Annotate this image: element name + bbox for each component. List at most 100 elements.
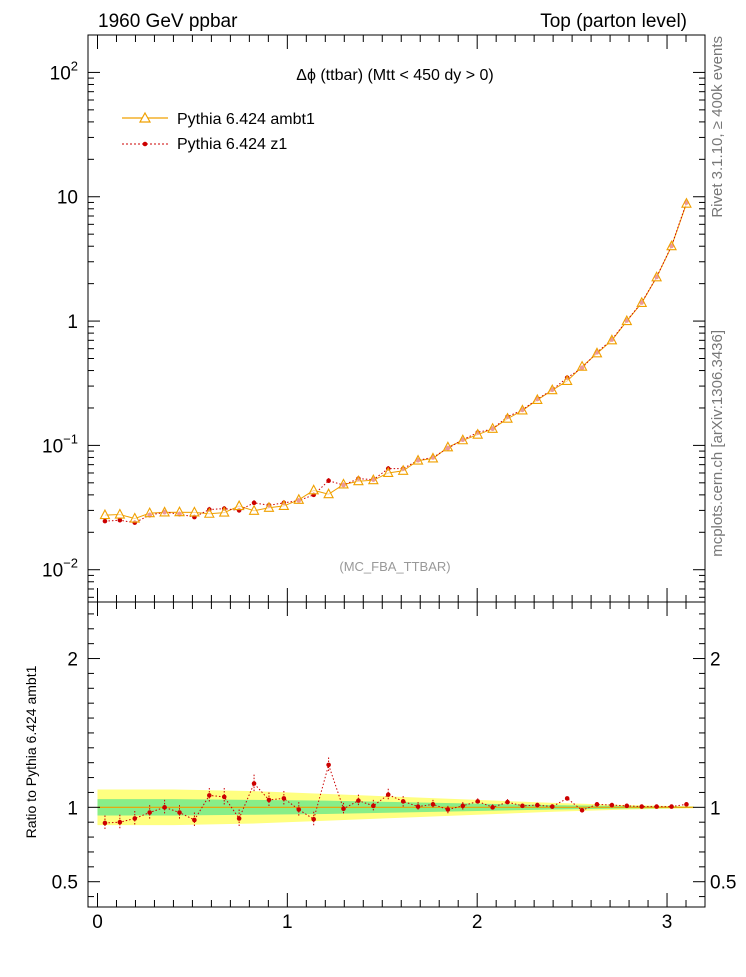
data-point-ambt1 [188, 506, 200, 517]
ratio-point-z1 [385, 792, 391, 797]
ratio-point-z1 [326, 762, 331, 768]
data-point-ambt1 [472, 428, 484, 439]
data-point-z1 [326, 478, 331, 484]
ratio-point-z1 [535, 802, 540, 808]
data-point-ambt1 [144, 506, 156, 518]
ratio-point-z1 [132, 816, 138, 821]
ratio-point-z1 [520, 803, 525, 809]
data-point-ambt1 [338, 478, 349, 489]
data-point-ambt1 [651, 271, 663, 282]
ratio-point-z1 [356, 798, 361, 803]
data-point-ambt1 [546, 384, 558, 395]
data-point-ambt1 [591, 347, 603, 358]
data-point-ambt1 [442, 441, 454, 452]
main-title: Δϕ (ttbar) (Mtt < 450 dy > 0) [296, 67, 494, 84]
watermark: (MC_FBA_TTBAR) [339, 559, 450, 574]
data-point-ambt1 [487, 422, 499, 433]
ratio-point-z1 [639, 804, 645, 809]
ratio-point-z1 [236, 816, 242, 821]
ratio-y-tick-label: 2 [67, 650, 78, 671]
data-point-ambt1 [159, 506, 170, 517]
data-point-ambt1 [293, 493, 305, 504]
data-point-ambt1 [248, 504, 260, 515]
ratio-point-z1 [684, 802, 689, 807]
main-panel: 10−2 10−1 1 10 102 Δϕ (ttbar) (Mtt < 450 dy … [42, 34, 706, 603]
ratio-point-z1 [147, 810, 152, 815]
ratio-point-z1 [251, 781, 257, 786]
data-point-ambt1 [561, 374, 573, 385]
y-tick-label: 102 [50, 58, 78, 84]
data-point-ambt1 [412, 454, 424, 465]
ratio-point-z1 [102, 820, 108, 826]
data-point-ambt1 [129, 512, 141, 523]
data-point-z1 [117, 517, 123, 523]
data-point-ambt1 [174, 506, 185, 517]
data-point-ambt1 [531, 393, 543, 405]
ratio-point-z1 [117, 819, 123, 825]
data-point-ambt1 [621, 314, 633, 326]
ratio-ylabel: Ratio to Pythia 6.424 ambt1 [23, 665, 39, 838]
y-tick-label: 10−2 [42, 556, 78, 582]
ratio-point-z1 [654, 804, 659, 809]
data-point-ambt1 [353, 475, 364, 486]
ratio-point-z1 [669, 804, 674, 809]
data-point-ambt1 [99, 508, 111, 520]
ratio-point-z1 [221, 794, 227, 800]
data-point-ambt1 [427, 452, 439, 463]
x-tick-label: 3 [662, 912, 673, 933]
data-point-ambt1 [681, 197, 692, 208]
data-point-ambt1 [457, 434, 469, 445]
data-point-ambt1 [233, 499, 245, 511]
ratio-point-z1 [490, 805, 495, 810]
mcplots-label: mcplots.cern.ch [arXiv:1306.3436] [709, 330, 726, 557]
ratio-point-z1 [281, 796, 287, 801]
ratio-point-z1 [266, 797, 272, 803]
ratio-point-z1 [564, 796, 570, 801]
ratio-line-z1 [104, 763, 687, 824]
data-point-ambt1 [666, 240, 677, 251]
legend-entry-ambt1: Pythia 6.424 ambt1 [122, 111, 315, 128]
ratio-point-z1 [430, 802, 436, 807]
ratio-point-z1 [296, 807, 302, 812]
ratio-y-tick-label: 0.5 [52, 873, 78, 894]
data-point-ambt1 [308, 484, 320, 495]
data-point-z1 [251, 500, 257, 506]
data-point-ambt1 [367, 474, 379, 485]
legend-entry-z1: Pythia 6.424 z1 [122, 136, 287, 153]
data-point-ambt1 [397, 464, 409, 475]
data-point-ambt1 [517, 404, 528, 415]
ratio-point-z1 [400, 799, 406, 804]
data-point-ambt1 [606, 334, 618, 345]
legend-dot-icon [142, 141, 148, 147]
legend-label-ambt1: Pythia 6.424 ambt1 [177, 111, 315, 128]
ratio-point-z1 [609, 802, 615, 808]
data-point-ambt1 [114, 508, 126, 519]
ratio-point-z1 [594, 802, 600, 807]
ratio-point-z1 [311, 816, 316, 822]
ratio-point-z1 [624, 803, 630, 809]
ratio-point-z1 [579, 807, 585, 813]
x-tick-label: 2 [472, 912, 483, 933]
data-point-ambt1 [323, 488, 335, 499]
ratio-point-z1 [460, 803, 466, 809]
data-point-ambt1 [502, 412, 513, 423]
ratio-point-z1 [549, 804, 555, 809]
y-tick-label: 1 [67, 312, 78, 333]
x-tick-label: 1 [282, 912, 293, 933]
ratio-y-tick-label-right: 0.5 [710, 873, 736, 894]
data-point-ambt1 [203, 507, 215, 518]
rivet-label: Rivet 3.1.10, ≥ 400k events [709, 36, 726, 218]
y-tick-label: 10 [57, 188, 78, 209]
ratio-panel: 0 1 2 3 0.5 0.5 1 1 2 2 Ratio to Pythia 6.424 amb… [23, 601, 736, 933]
data-point-ambt1 [576, 360, 588, 371]
ratio-point-z1 [177, 810, 182, 815]
legend-label-z1: Pythia 6.424 z1 [177, 136, 287, 153]
x-tick-label: 0 [92, 912, 103, 933]
ratio-point-z1 [192, 817, 197, 823]
ratio-y-tick-label: 1 [67, 798, 78, 819]
data-point-ambt1 [382, 466, 394, 478]
header-right: Top (parton level) [540, 11, 687, 32]
data-point-ambt1 [278, 499, 290, 510]
